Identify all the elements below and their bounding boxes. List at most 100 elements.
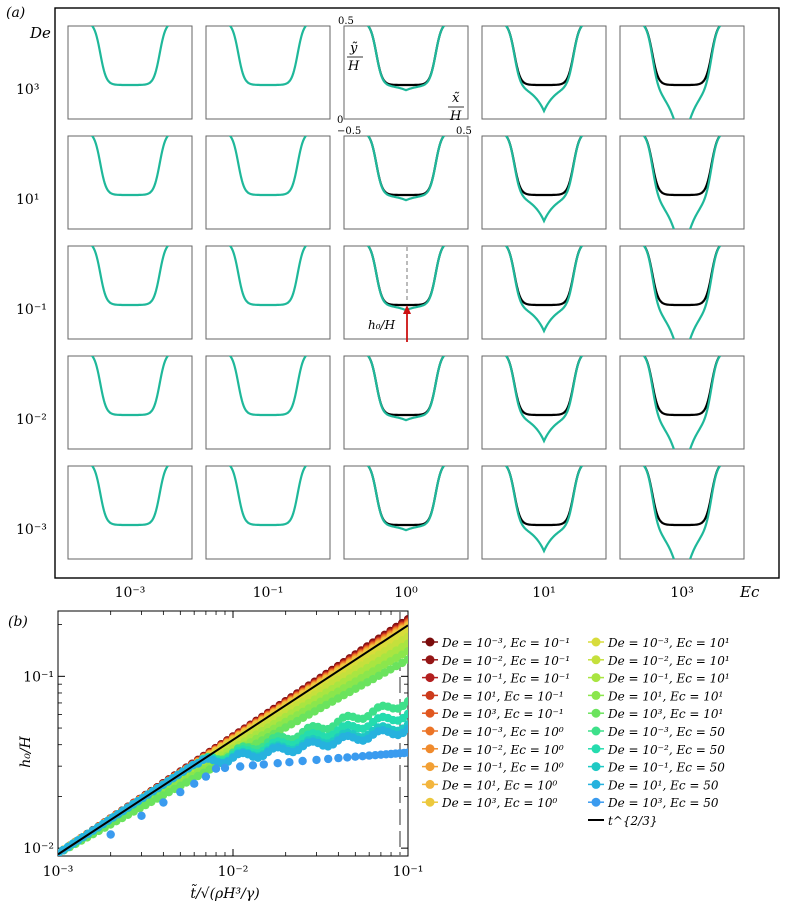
deformed-curve	[90, 246, 170, 307]
deformed-curve	[90, 356, 170, 417]
legend-marker	[425, 655, 435, 665]
shape-cell	[205, 465, 331, 560]
deformed-curve	[642, 246, 722, 339]
deformed-curve	[642, 466, 722, 559]
legend-marker	[425, 673, 435, 683]
deformed-curve	[504, 136, 584, 224]
shape-cell	[343, 245, 469, 340]
shape-box	[343, 355, 469, 450]
data-point	[334, 753, 343, 763]
deformed-curve	[228, 356, 308, 417]
col-label: 10⁰	[394, 585, 418, 601]
shape-box	[619, 355, 745, 450]
shape-box	[619, 25, 745, 120]
shape-cell	[619, 245, 745, 340]
data-point	[343, 753, 352, 762]
data-point	[220, 763, 230, 773]
legend-marker	[425, 744, 435, 754]
inset-x-label-top: x̃	[452, 91, 460, 106]
shape-box	[205, 245, 331, 340]
y-tick-label: 10⁻²	[23, 841, 54, 857]
shape-cell	[67, 245, 193, 340]
plot-b: 10⁻³ 10⁻² 10⁻¹ 10⁻² 10⁻¹	[23, 610, 424, 880]
legend-label: De = 10⁻², Ec = 10⁰	[441, 743, 564, 757]
legend-marker	[425, 708, 435, 718]
data-point	[324, 754, 333, 764]
row-label: 10⁻¹	[16, 302, 47, 318]
shape-box	[343, 135, 469, 230]
deformed-curve	[642, 136, 722, 229]
data-point	[273, 759, 282, 768]
legend-label: De = 10⁻³, Ec = 10⁻¹	[441, 636, 570, 650]
row-labels: 10³ 10¹ 10⁻¹ 10⁻² 10⁻³	[16, 82, 47, 538]
legend-marker	[425, 637, 435, 647]
shape-box	[619, 465, 745, 560]
y-axis-label-b: h₀/H	[18, 735, 34, 767]
data-point	[236, 762, 245, 771]
shape-cell	[619, 25, 745, 120]
legend-label: De = 10¹, Ec = 10¹	[607, 689, 723, 703]
panel-b-label: (b)	[8, 614, 28, 630]
legend-label: De = 10⁻², Ec = 50	[607, 743, 725, 757]
legend-marker	[425, 779, 435, 789]
deformed-curve	[642, 356, 722, 449]
shape-box	[67, 135, 193, 230]
data-point	[298, 756, 307, 766]
deformed-curve	[228, 136, 308, 197]
inset-y-min: 0	[337, 115, 343, 126]
legend-label: De = 10⁻³, Ec = 10⁰	[441, 725, 564, 739]
shape-cell	[619, 465, 745, 560]
data-point	[403, 655, 408, 664]
legend-label: De = 10⁻³, Ec = 50	[607, 725, 725, 739]
col-label: 10¹	[532, 585, 555, 601]
x-tick-label: 10⁻³	[43, 864, 74, 880]
shape-box	[619, 245, 745, 340]
legend-label: De = 10¹, Ec = 10⁰	[441, 778, 558, 792]
deformed-curve	[90, 136, 170, 197]
inset-y-label-top: ỹ	[349, 41, 358, 56]
legend-label: De = 10¹, Ec = 50	[607, 778, 719, 792]
shape-cell	[343, 135, 469, 230]
scatter-points	[58, 615, 408, 856]
shape-box	[205, 355, 331, 450]
inset-y-max: 0.5	[338, 16, 354, 27]
shape-cell	[619, 355, 745, 450]
data-point	[403, 697, 408, 706]
data-point	[403, 709, 408, 718]
shape-box	[205, 25, 331, 120]
legend-label: De = 10⁻¹, Ec = 10⁰	[441, 761, 564, 775]
inset-y-label-bottom: H	[347, 59, 360, 74]
data-point	[312, 755, 321, 765]
h0-annotation-label: h₀/H	[368, 318, 396, 332]
shape-cell	[67, 25, 193, 120]
row-label: 10³	[16, 82, 39, 98]
legend-label: De = 10⁻¹, Ec = 10⁻¹	[441, 672, 570, 686]
col-label: 10⁻¹	[253, 585, 284, 601]
shape-box	[481, 355, 607, 450]
deformed-curve	[366, 136, 446, 202]
data-point	[211, 764, 221, 773]
data-point	[403, 724, 408, 734]
shape-cell	[481, 135, 607, 230]
data-point	[176, 787, 185, 797]
legend-marker	[591, 779, 601, 789]
legend-marker	[591, 673, 601, 683]
legend-marker	[591, 744, 601, 754]
shape-box	[205, 135, 331, 230]
shape-cell	[67, 135, 193, 230]
shape-box	[67, 25, 193, 120]
data-point	[259, 760, 268, 769]
legend-marker	[591, 655, 601, 665]
shape-box	[481, 25, 607, 120]
inset-axes-labels: 0.5 0 −0.5 0.5 ỹ H x̃ H	[337, 16, 472, 137]
shape-cell	[205, 135, 331, 230]
x-tick-label: 10⁻¹	[393, 864, 424, 880]
deformed-curve	[90, 26, 170, 87]
x-axis-label-b: t̃/√(ρH³/γ)	[190, 883, 259, 902]
shape-box	[343, 465, 469, 560]
shape-cell	[481, 245, 607, 340]
data-point	[285, 758, 294, 767]
h0-annotation: h₀/H	[368, 247, 411, 342]
legend-label: De = 10⁻³, Ec = 10¹	[607, 636, 730, 650]
shape-grid	[67, 25, 745, 560]
